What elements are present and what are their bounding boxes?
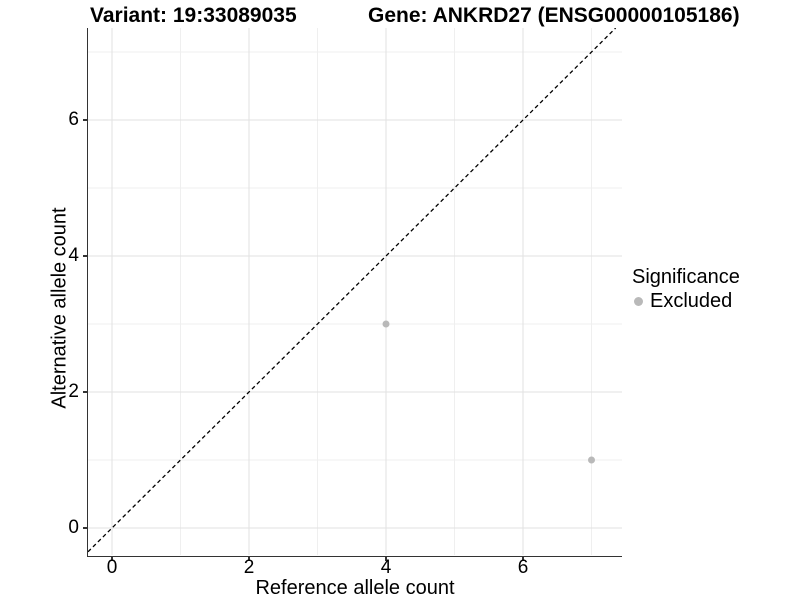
legend-item-excluded: Excluded [632, 290, 740, 312]
data-point [587, 456, 595, 464]
x-axis-title: Reference allele count [255, 577, 455, 599]
x-tick-label: 0 [106, 557, 118, 578]
y-tick-label: 2 [68, 381, 79, 402]
x-axis-tick [248, 556, 250, 561]
plot-panel [86, 28, 622, 557]
plot-canvas [87, 28, 622, 555]
x-tick-label: 2 [243, 557, 255, 578]
data-point [382, 320, 389, 328]
y-axis-tick [82, 391, 87, 393]
y-axis-tick [82, 119, 87, 121]
excluded-point-icon [634, 296, 643, 306]
x-axis-tick [385, 556, 387, 561]
y-axis-tick [82, 527, 87, 529]
variant-title: Variant: 19:33089035 [90, 4, 297, 27]
y-tick-label: 6 [68, 109, 79, 130]
x-tick-label: 6 [517, 557, 529, 578]
x-tick-label: 4 [380, 557, 392, 578]
x-axis-tick [522, 556, 524, 561]
legend-item-label: Excluded [650, 290, 733, 312]
gene-title: Gene: ANKRD27 (ENSG00000105186) [368, 4, 740, 27]
y-axis-tick [82, 255, 87, 257]
y-axis-title: Alternative allele count [48, 207, 71, 409]
identity-line [87, 28, 616, 553]
legend: Significance Excluded [632, 266, 740, 312]
legend-title: Significance [632, 266, 740, 288]
y-tick-label: 4 [68, 245, 79, 266]
x-axis-tick [111, 556, 113, 561]
y-tick-label: 0 [68, 517, 79, 538]
